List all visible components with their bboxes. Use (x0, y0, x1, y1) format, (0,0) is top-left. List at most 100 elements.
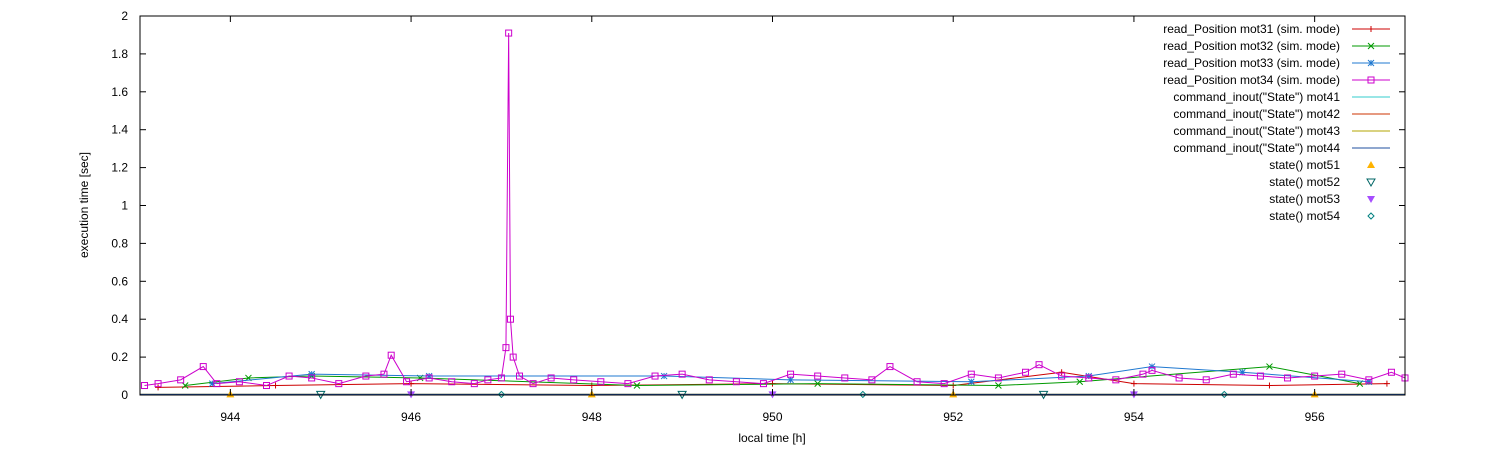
x-tick-label-1: 946 (401, 410, 421, 424)
legend-marker-10 (1366, 178, 1376, 188)
legend-label-1: read_Position mot31 (sim. mode) (1163, 22, 1340, 36)
series-4-point-22 (509, 353, 517, 361)
series-4-point-12 (387, 351, 395, 359)
series-3-point-1 (308, 370, 316, 378)
series-3-point-3 (660, 372, 668, 380)
series-4-point-53 (1256, 372, 1264, 380)
series-4-point-31 (705, 376, 713, 384)
legend-label-3: read_Position mot33 (sim. mode) (1163, 56, 1340, 70)
x-tick-label-4: 952 (943, 410, 963, 424)
x-tick-label-0: 944 (220, 410, 240, 424)
series-1-point-0 (155, 384, 162, 391)
series-4-point-23 (516, 372, 523, 380)
series-4-point-8 (308, 374, 316, 382)
series-4-point-44 (1035, 361, 1043, 369)
series-4-point-5 (235, 378, 243, 386)
y-tick-label-2: 0.4 (111, 312, 128, 326)
series-3-point-9 (1365, 378, 1373, 386)
series-4-point-38 (886, 363, 894, 371)
series-4-point-3 (199, 363, 207, 371)
legend-label-6: command_inout("State") mot42 (1173, 107, 1340, 121)
series-4-point-50 (1175, 374, 1183, 382)
series-4-point-18 (497, 374, 505, 382)
series-2-point-5 (814, 380, 822, 387)
series-2-point-7 (1076, 378, 1084, 386)
series-4-point-16 (470, 380, 478, 388)
legend-marker-3 (1367, 59, 1375, 67)
series-12-point-2 (1220, 390, 1228, 399)
series-3-point-2 (425, 372, 433, 380)
series-4-point-0 (141, 382, 149, 390)
series-4-point-26 (570, 376, 578, 384)
series-4-point-28 (624, 380, 632, 388)
series-1-point-8 (1266, 382, 1273, 389)
series-4 (141, 29, 1409, 390)
series-4-point-32 (732, 378, 740, 386)
y-tick-label-6: 1.2 (111, 161, 128, 175)
y-tick-label-10: 2 (121, 9, 128, 23)
series-4-point-35 (814, 372, 822, 380)
y-axis-label: execution time [sec] (77, 152, 91, 258)
series-3-point-4 (787, 376, 794, 384)
legend-label-9: state() mot51 (1269, 158, 1340, 172)
y-tick-label-1: 0.2 (111, 350, 128, 364)
series-4-point-39 (913, 378, 921, 386)
legend-marker-2 (1367, 42, 1375, 50)
series-2-point-4 (633, 382, 641, 389)
series-4-point-51 (1202, 376, 1210, 384)
series-4-point-15 (448, 378, 456, 386)
series-4-point-6 (263, 382, 270, 390)
legend-label-7: command_inout("State") mot43 (1173, 124, 1340, 138)
series-4-point-27 (597, 378, 605, 386)
y-tick-label-5: 1 (121, 199, 128, 213)
series-2-point-6 (995, 382, 1002, 389)
series-2-point-8 (1266, 363, 1273, 370)
axes: 0 0.2 0.4 0.6 0.8 1 1.2 1.4 1.6 1.8 2 944 946 948 950 9… (111, 9, 1405, 424)
legend-marker-11 (1367, 196, 1375, 203)
series-4-point-1 (154, 380, 162, 388)
series-4-point-9 (335, 380, 343, 388)
series-4-point-20 (505, 29, 513, 37)
series-4-line (144, 33, 1406, 387)
series-4-point-7 (285, 372, 293, 380)
series-4-point-29 (651, 372, 659, 380)
series-4-point-43 (1022, 368, 1029, 376)
legend-marker-9 (1367, 161, 1375, 168)
legend-marker-1 (1368, 26, 1374, 32)
series-1-point-9 (1383, 380, 1390, 387)
y-tick-label-8: 1.6 (111, 85, 128, 99)
legend-marker-4 (1367, 76, 1375, 84)
y-tick-label-0: 0 (121, 388, 128, 402)
series-4-point-49 (1148, 366, 1156, 374)
legend-label-5: command_inout("State") mot41 (1173, 90, 1340, 104)
x-tick-label-5: 954 (1124, 410, 1144, 424)
series-4-point-45 (1058, 372, 1066, 380)
series-4-point-21 (506, 315, 514, 323)
series-4-point-36 (841, 374, 849, 382)
series-3-point-0 (208, 380, 216, 387)
legend-label-8: command_inout("State") mot44 (1173, 141, 1340, 155)
series-4-point-17 (484, 376, 492, 384)
series-3-point-5 (967, 378, 975, 386)
series-2-point-0 (181, 382, 189, 389)
series-4-point-58 (1387, 368, 1395, 376)
series-4-point-13 (403, 378, 411, 386)
x-axis-label: local time [h] (738, 431, 805, 445)
series-4-point-11 (380, 370, 388, 378)
series-4-point-34 (787, 370, 795, 378)
legend-label-11: state() mot53 (1269, 192, 1340, 206)
series-3-point-8 (1239, 368, 1246, 376)
series-12-point-1 (859, 390, 867, 399)
series-4-point-37 (868, 376, 876, 384)
series-1-point-7 (1130, 380, 1137, 387)
series-4-point-24 (529, 380, 537, 388)
series-4-point-14 (425, 374, 433, 382)
y-tick-label-7: 1.4 (111, 123, 128, 137)
series-4-point-46 (1085, 374, 1093, 382)
legend-marker-12 (1367, 212, 1375, 220)
series-4-point-25 (547, 374, 555, 382)
series-3 (208, 363, 1373, 387)
series-12 (497, 390, 1228, 399)
series-4-point-52 (1229, 370, 1237, 378)
